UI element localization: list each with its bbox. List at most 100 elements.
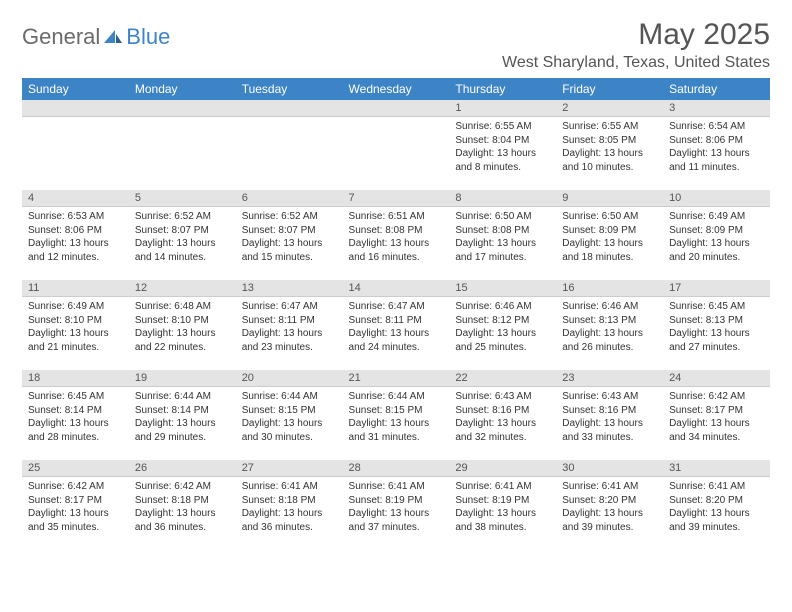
daylight-text-1: Daylight: 13 hours — [562, 507, 657, 521]
sunset-text: Sunset: 8:20 PM — [562, 494, 657, 508]
daylight-text-2: and 38 minutes. — [455, 521, 550, 535]
calendar-cell: 12Sunrise: 6:48 AMSunset: 8:10 PMDayligh… — [129, 280, 236, 370]
day-details: Sunrise: 6:42 AMSunset: 8:17 PMDaylight:… — [663, 387, 770, 447]
day-details: Sunrise: 6:48 AMSunset: 8:10 PMDaylight:… — [129, 297, 236, 357]
sunset-text: Sunset: 8:09 PM — [562, 224, 657, 238]
sunrise-text: Sunrise: 6:54 AM — [669, 120, 764, 134]
daylight-text-2: and 36 minutes. — [242, 521, 337, 535]
calendar-cell: 17Sunrise: 6:45 AMSunset: 8:13 PMDayligh… — [663, 280, 770, 370]
day-number: 5 — [129, 190, 236, 207]
day-details: Sunrise: 6:52 AMSunset: 8:07 PMDaylight:… — [129, 207, 236, 267]
sunrise-text: Sunrise: 6:49 AM — [669, 210, 764, 224]
sunset-text: Sunset: 8:20 PM — [669, 494, 764, 508]
day-number: 6 — [236, 190, 343, 207]
day-number: 12 — [129, 280, 236, 297]
sunset-text: Sunset: 8:18 PM — [135, 494, 230, 508]
calendar-cell: 1Sunrise: 6:55 AMSunset: 8:04 PMDaylight… — [449, 100, 556, 190]
day-number: 31 — [663, 460, 770, 477]
day-details: Sunrise: 6:50 AMSunset: 8:09 PMDaylight:… — [556, 207, 663, 267]
daylight-text-1: Daylight: 13 hours — [242, 327, 337, 341]
day-number: 20 — [236, 370, 343, 387]
day-details: Sunrise: 6:43 AMSunset: 8:16 PMDaylight:… — [556, 387, 663, 447]
daylight-text-1: Daylight: 13 hours — [669, 237, 764, 251]
calendar-cell — [343, 100, 450, 190]
daylight-text-1: Daylight: 13 hours — [28, 237, 123, 251]
calendar-cell: 29Sunrise: 6:41 AMSunset: 8:19 PMDayligh… — [449, 460, 556, 550]
sunrise-text: Sunrise: 6:45 AM — [669, 300, 764, 314]
day-number: 15 — [449, 280, 556, 297]
day-number: 24 — [663, 370, 770, 387]
daylight-text-1: Daylight: 13 hours — [349, 237, 444, 251]
weekday-header: Wednesday — [343, 78, 450, 100]
daylight-text-2: and 12 minutes. — [28, 251, 123, 265]
calendar-week: 11Sunrise: 6:49 AMSunset: 8:10 PMDayligh… — [22, 280, 770, 370]
calendar-cell: 31Sunrise: 6:41 AMSunset: 8:20 PMDayligh… — [663, 460, 770, 550]
daylight-text-1: Daylight: 13 hours — [455, 237, 550, 251]
daylight-text-2: and 33 minutes. — [562, 431, 657, 445]
day-details: Sunrise: 6:46 AMSunset: 8:13 PMDaylight:… — [556, 297, 663, 357]
day-number: 7 — [343, 190, 450, 207]
daylight-text-1: Daylight: 13 hours — [28, 417, 123, 431]
day-details: Sunrise: 6:41 AMSunset: 8:20 PMDaylight:… — [663, 477, 770, 537]
day-details: Sunrise: 6:55 AMSunset: 8:05 PMDaylight:… — [556, 117, 663, 177]
calendar-week: 1Sunrise: 6:55 AMSunset: 8:04 PMDaylight… — [22, 100, 770, 190]
daylight-text-1: Daylight: 13 hours — [135, 237, 230, 251]
daylight-text-1: Daylight: 13 hours — [455, 327, 550, 341]
sunset-text: Sunset: 8:15 PM — [242, 404, 337, 418]
calendar-cell: 9Sunrise: 6:50 AMSunset: 8:09 PMDaylight… — [556, 190, 663, 280]
sunrise-text: Sunrise: 6:41 AM — [455, 480, 550, 494]
calendar-cell: 26Sunrise: 6:42 AMSunset: 8:18 PMDayligh… — [129, 460, 236, 550]
daylight-text-2: and 22 minutes. — [135, 341, 230, 355]
day-number-bar — [22, 100, 129, 117]
day-number: 9 — [556, 190, 663, 207]
day-details: Sunrise: 6:51 AMSunset: 8:08 PMDaylight:… — [343, 207, 450, 267]
daylight-text-1: Daylight: 13 hours — [135, 327, 230, 341]
day-details: Sunrise: 6:42 AMSunset: 8:17 PMDaylight:… — [22, 477, 129, 537]
day-details: Sunrise: 6:50 AMSunset: 8:08 PMDaylight:… — [449, 207, 556, 267]
daylight-text-2: and 34 minutes. — [669, 431, 764, 445]
daylight-text-1: Daylight: 13 hours — [455, 507, 550, 521]
day-number: 16 — [556, 280, 663, 297]
daylight-text-1: Daylight: 13 hours — [669, 327, 764, 341]
day-number: 14 — [343, 280, 450, 297]
sunset-text: Sunset: 8:11 PM — [349, 314, 444, 328]
title-block: May 2025 West Sharyland, Texas, United S… — [502, 18, 770, 72]
sunset-text: Sunset: 8:13 PM — [669, 314, 764, 328]
sunset-text: Sunset: 8:06 PM — [669, 134, 764, 148]
sunset-text: Sunset: 8:16 PM — [562, 404, 657, 418]
sunset-text: Sunset: 8:10 PM — [135, 314, 230, 328]
day-number: 3 — [663, 100, 770, 117]
calendar-cell: 15Sunrise: 6:46 AMSunset: 8:12 PMDayligh… — [449, 280, 556, 370]
daylight-text-2: and 23 minutes. — [242, 341, 337, 355]
calendar-cell — [129, 100, 236, 190]
day-number-bar — [236, 100, 343, 117]
daylight-text-2: and 25 minutes. — [455, 341, 550, 355]
weekday-header: Saturday — [663, 78, 770, 100]
daylight-text-2: and 39 minutes. — [669, 521, 764, 535]
daylight-text-1: Daylight: 13 hours — [242, 417, 337, 431]
daylight-text-2: and 36 minutes. — [135, 521, 230, 535]
weekday-header: Thursday — [449, 78, 556, 100]
sunrise-text: Sunrise: 6:41 AM — [349, 480, 444, 494]
daylight-text-2: and 32 minutes. — [455, 431, 550, 445]
calendar-table: SundayMondayTuesdayWednesdayThursdayFrid… — [22, 78, 770, 550]
day-details: Sunrise: 6:44 AMSunset: 8:15 PMDaylight:… — [343, 387, 450, 447]
day-number: 21 — [343, 370, 450, 387]
calendar-week: 18Sunrise: 6:45 AMSunset: 8:14 PMDayligh… — [22, 370, 770, 460]
calendar-cell: 14Sunrise: 6:47 AMSunset: 8:11 PMDayligh… — [343, 280, 450, 370]
day-number: 29 — [449, 460, 556, 477]
calendar-cell: 8Sunrise: 6:50 AMSunset: 8:08 PMDaylight… — [449, 190, 556, 280]
day-number: 8 — [449, 190, 556, 207]
day-details: Sunrise: 6:55 AMSunset: 8:04 PMDaylight:… — [449, 117, 556, 177]
sunset-text: Sunset: 8:12 PM — [455, 314, 550, 328]
calendar-cell: 23Sunrise: 6:43 AMSunset: 8:16 PMDayligh… — [556, 370, 663, 460]
sunrise-text: Sunrise: 6:50 AM — [562, 210, 657, 224]
daylight-text-1: Daylight: 13 hours — [28, 507, 123, 521]
day-details: Sunrise: 6:44 AMSunset: 8:14 PMDaylight:… — [129, 387, 236, 447]
sunrise-text: Sunrise: 6:47 AM — [242, 300, 337, 314]
sunrise-text: Sunrise: 6:45 AM — [28, 390, 123, 404]
day-number: 18 — [22, 370, 129, 387]
sunrise-text: Sunrise: 6:47 AM — [349, 300, 444, 314]
daylight-text-1: Daylight: 13 hours — [28, 327, 123, 341]
sunset-text: Sunset: 8:06 PM — [28, 224, 123, 238]
